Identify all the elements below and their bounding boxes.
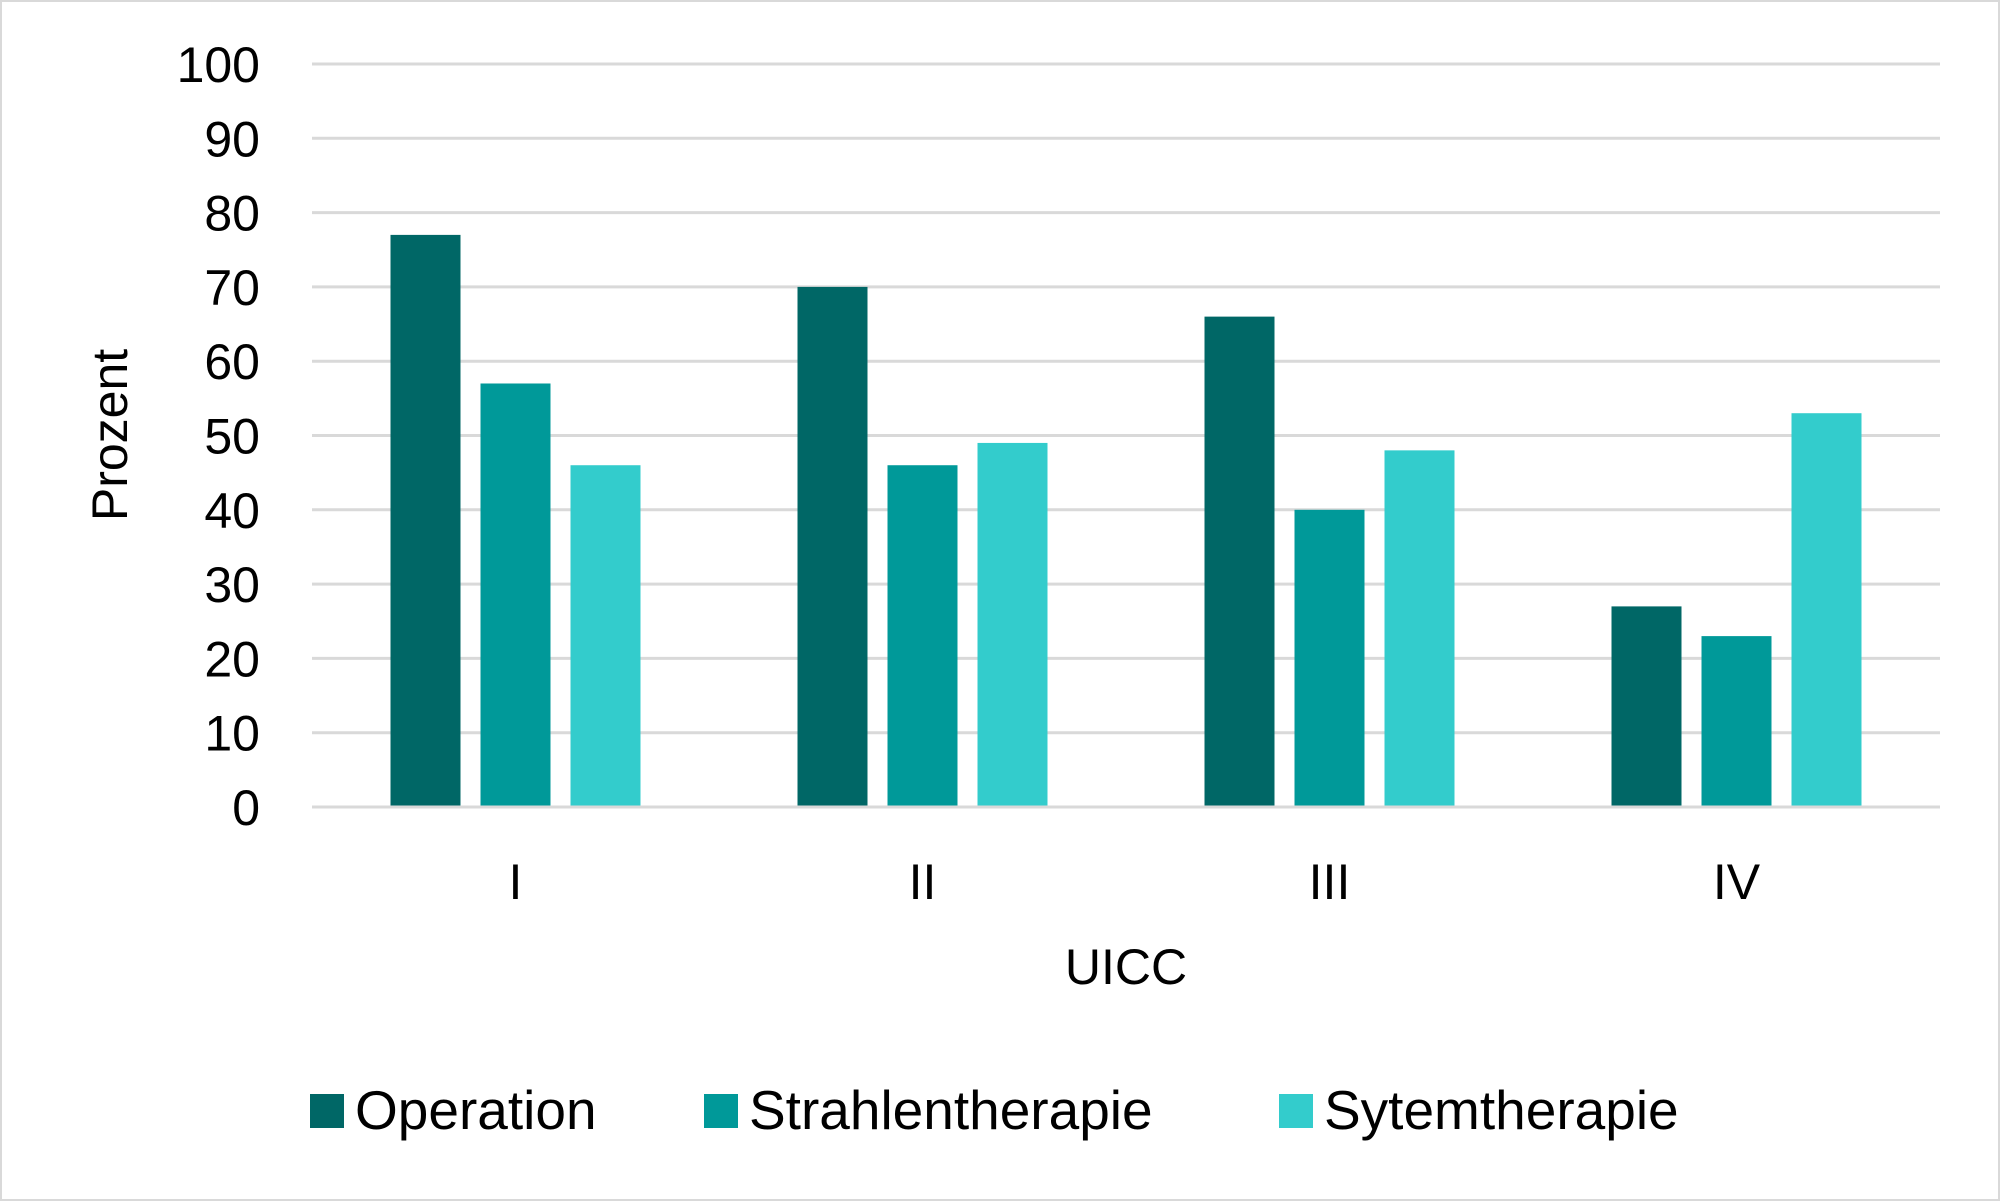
gridlines: [312, 62, 1940, 809]
x-axis-ticks: I II III IV: [509, 854, 1761, 910]
y-tick-label: 40: [204, 483, 260, 539]
legend-swatch-sytemtherapie: [1279, 1094, 1313, 1128]
x-tick-label: IV: [1713, 854, 1761, 910]
legend: Operation Strahlentherapie Sytemtherapie: [310, 1079, 1679, 1141]
legend-label-operation: Operation: [355, 1079, 597, 1141]
y-tick-label: 80: [204, 186, 260, 242]
y-axis-title: Prozent: [82, 349, 138, 521]
bars: [390, 234, 1862, 807]
x-tick-label: III: [1309, 854, 1351, 910]
y-tick-label: 90: [204, 111, 260, 167]
bar-strahlentherapie-i: [480, 383, 551, 807]
x-axis-title: UICC: [1065, 939, 1187, 995]
bar-strahlentherapie-iv: [1701, 636, 1772, 807]
bar-strahlentherapie-ii: [887, 465, 958, 807]
bar-sytemtherapie-ii: [977, 442, 1048, 807]
bar-sytemtherapie-iii: [1384, 450, 1455, 807]
legend-swatch-operation: [310, 1094, 344, 1128]
y-tick-label: 0: [232, 780, 260, 836]
legend-label-strahlentherapie: Strahlentherapie: [749, 1079, 1153, 1141]
y-tick-label: 10: [204, 706, 260, 762]
bar-sytemtherapie-iv: [1791, 413, 1862, 807]
x-tick-label: I: [509, 854, 523, 910]
y-tick-label: 70: [204, 260, 260, 316]
legend-label-sytemtherapie: Sytemtherapie: [1324, 1079, 1679, 1141]
bar-operation-iv: [1611, 606, 1682, 807]
y-tick-label: 20: [204, 631, 260, 687]
y-tick-label: 100: [177, 37, 260, 93]
y-tick-label: 50: [204, 409, 260, 465]
bar-sytemtherapie-i: [570, 465, 641, 807]
y-axis-ticks: 0 10 20 30 40 50 60 70 80 90 100: [177, 37, 260, 836]
y-tick-label: 60: [204, 334, 260, 390]
bar-operation-ii: [797, 286, 868, 807]
bar-operation-iii: [1204, 316, 1275, 807]
legend-swatch-strahlentherapie: [704, 1094, 738, 1128]
bar-operation-i: [390, 234, 461, 807]
bar-strahlentherapie-iii: [1294, 509, 1365, 807]
x-tick-label: II: [909, 854, 937, 910]
y-tick-label: 30: [204, 557, 260, 613]
